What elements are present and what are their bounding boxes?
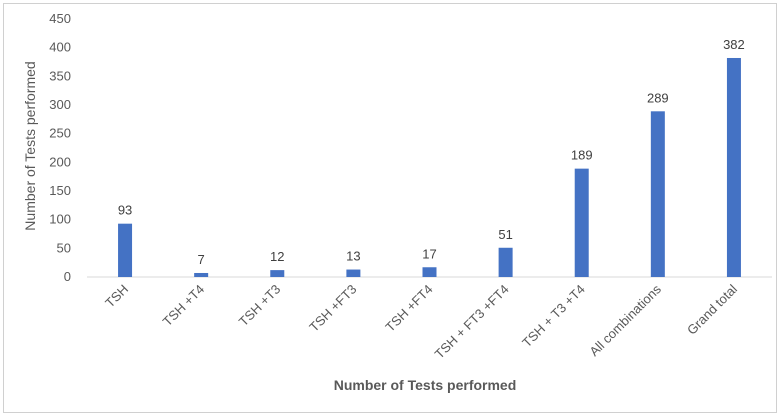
x-tick-label: TSH + FT3 +FT4	[432, 282, 512, 362]
data-label: 17	[422, 246, 436, 261]
y-tick-label: 200	[49, 154, 71, 169]
bar	[574, 168, 589, 277]
y-tick-label: 300	[49, 97, 71, 112]
y-tick-label: 100	[49, 212, 71, 227]
y-tick-label: 400	[49, 40, 71, 55]
x-tick-label: TSH +FT3	[306, 282, 359, 335]
y-tick-label: 250	[49, 126, 71, 141]
x-tick-label: TSH	[102, 282, 131, 311]
data-label: 13	[346, 249, 360, 264]
bars	[118, 57, 741, 278]
x-tick-label: All combinations	[586, 281, 664, 359]
y-tick-label: 350	[49, 68, 71, 83]
bar	[346, 269, 361, 277]
data-label: 7	[198, 252, 205, 267]
y-axis-ticks: 0 50 100 150 200 250 300 350 400 450	[49, 11, 71, 284]
bar-chart: 0 50 100 150 200 250 300 350 400 450 93 7 12 13 17 51 1…	[22, 11, 772, 393]
x-tick-label: Grand total	[684, 281, 740, 337]
data-label: 189	[571, 148, 593, 163]
x-axis-title: Number of Tests performed	[334, 377, 517, 393]
data-label: 93	[118, 203, 132, 218]
chart-frame: 0 50 100 150 200 250 300 350 400 450 93 7 12 13 17 51 1…	[3, 3, 777, 413]
y-tick-label: 150	[49, 183, 71, 198]
bar	[650, 111, 665, 277]
bar	[118, 223, 133, 277]
data-label: 12	[270, 249, 284, 264]
bar	[422, 267, 437, 277]
y-tick-label: 50	[57, 240, 71, 255]
x-tick-label: TSH +T4	[160, 282, 208, 330]
bar	[194, 272, 209, 277]
y-tick-label: 450	[49, 11, 71, 26]
x-tick-label: TSH + T3 +T4	[519, 282, 588, 351]
y-tick-label: 0	[64, 269, 71, 284]
y-axis-title: Number of Tests performed	[22, 61, 38, 230]
data-labels: 93 7 12 13 17 51 189 289 382	[118, 37, 745, 267]
data-label: 382	[723, 37, 745, 52]
x-tick-label: TSH +FT4	[382, 282, 435, 335]
bar	[270, 270, 285, 277]
x-tick-label: TSH +T3	[236, 282, 284, 330]
bar	[498, 247, 513, 277]
data-label: 51	[498, 227, 512, 242]
bar	[726, 57, 741, 278]
data-label: 289	[647, 90, 669, 105]
